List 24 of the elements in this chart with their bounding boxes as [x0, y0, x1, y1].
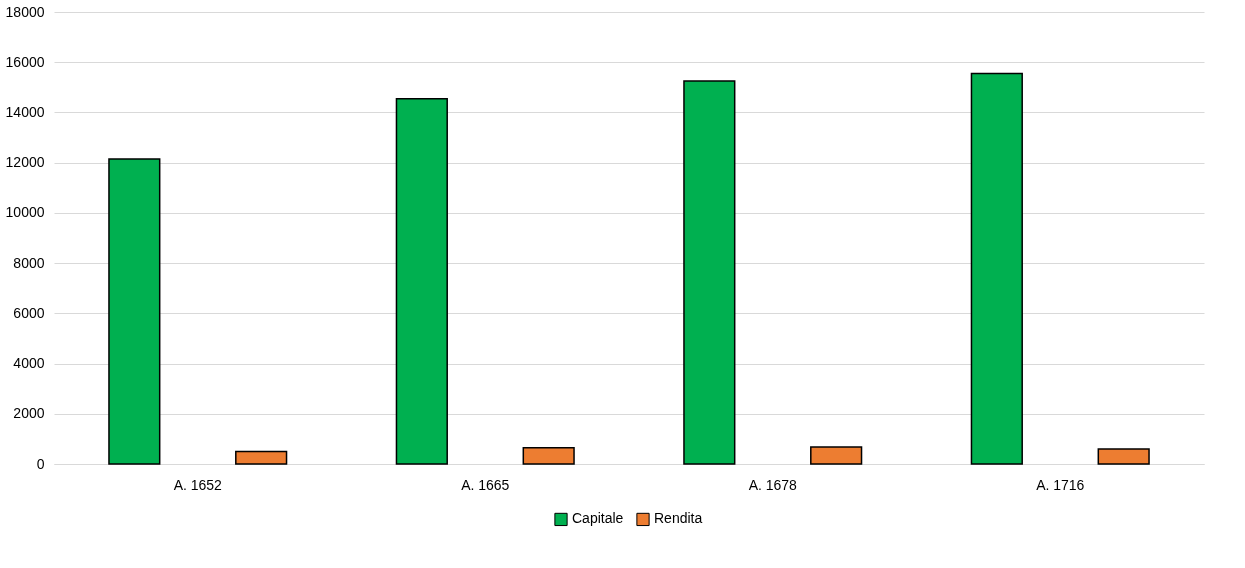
- bar: [1097, 448, 1150, 465]
- y-tick-label: 2000: [13, 405, 45, 422]
- y-tick-label: 14000: [5, 103, 45, 120]
- y-tick-label: 0: [36, 455, 45, 472]
- y-tick-label: 6000: [13, 304, 45, 321]
- legend-label: Rendita: [654, 510, 703, 527]
- bar: [108, 158, 161, 465]
- y-tick-label: 10000: [5, 204, 45, 221]
- y-tick-label: 12000: [5, 154, 45, 171]
- bar: [810, 446, 863, 465]
- y-tick-label: 16000: [5, 53, 45, 70]
- legend-label: Capitale: [572, 510, 624, 527]
- y-tick-label: 4000: [13, 355, 45, 372]
- bar: [522, 446, 575, 465]
- x-tick-label: A. 1665: [461, 476, 510, 493]
- y-tick-label: 8000: [13, 254, 45, 271]
- y-tick-label: 18000: [5, 3, 45, 20]
- x-tick-label: A. 1652: [173, 476, 223, 493]
- x-tick-label: A. 1716: [1036, 476, 1085, 493]
- bar: [683, 80, 736, 465]
- bar: [235, 450, 288, 465]
- bar: [970, 72, 1023, 465]
- x-tick-label: A. 1678: [748, 476, 798, 493]
- bar: [395, 97, 448, 465]
